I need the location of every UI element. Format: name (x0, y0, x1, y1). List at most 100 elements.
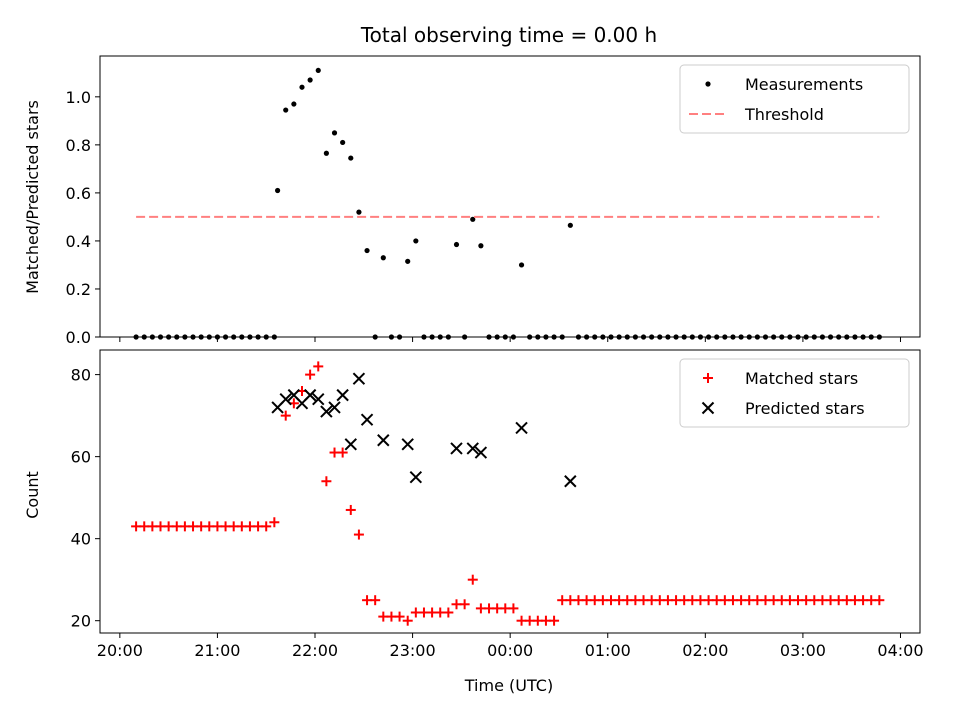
measurement-point (307, 77, 313, 83)
measurement-point (608, 334, 614, 340)
legend-predicted-swatch (701, 401, 715, 415)
measurement-point (779, 334, 785, 340)
top-y-tick-label: 0.0 (66, 328, 91, 347)
predicted-star-point (474, 446, 488, 459)
measurement-point (819, 334, 826, 340)
legend-label: Predicted stars (745, 399, 865, 418)
predicted-star-point (450, 442, 463, 455)
matched-star-point (402, 615, 413, 626)
matched-star-point (321, 476, 332, 487)
measurement-point (722, 334, 728, 340)
top-legend: Measurements Threshold (679, 64, 910, 134)
measurement-point (174, 334, 180, 340)
measurement-point (429, 334, 435, 340)
measurement-point (665, 334, 671, 340)
matched-star-point (305, 369, 316, 380)
measurement-point (206, 334, 212, 340)
matched-star-point (549, 615, 560, 626)
x-stroke-b (336, 388, 349, 402)
measurement-point (551, 334, 557, 340)
measurement-point (478, 243, 484, 249)
predicted-star-point (328, 401, 341, 414)
measurement-point (632, 334, 638, 340)
predicted-star-point (377, 434, 390, 447)
x-tick-label: 00:00 (487, 641, 533, 660)
measurement-point (182, 334, 188, 340)
matched-star-point (313, 361, 324, 372)
x-stroke-b (564, 475, 577, 488)
measurement-point (795, 334, 801, 340)
measurement-point (157, 334, 164, 340)
measurement-point (746, 334, 752, 340)
predicted-star-point (344, 438, 357, 451)
measurement-point (247, 334, 253, 340)
bottom-y-axis-label: Count (23, 471, 42, 519)
x-tick-label: 23:00 (390, 641, 436, 660)
top-panel: 0.0 0.2 0.4 0.6 0.8 1.0 Measurements Threshold (66, 55, 921, 347)
predicted-star-point (279, 393, 292, 406)
top-y-tick-label: 1.0 (66, 88, 91, 107)
matched-star-point (459, 599, 470, 610)
predicted-star-point (409, 470, 423, 484)
measurement-point (291, 101, 297, 107)
measurement-point (340, 139, 346, 146)
measurement-point (827, 334, 834, 340)
measurement-point (494, 334, 500, 340)
measurement-point (803, 334, 809, 340)
measurement-point (730, 334, 736, 340)
x-tick-label: 03:00 (780, 641, 826, 660)
measurement-point (852, 334, 858, 340)
measurement-point (214, 334, 221, 340)
chart-title: Total observing time = 0.00 h (360, 23, 657, 47)
x-stroke-b (344, 438, 357, 451)
predicted-star-point (515, 421, 528, 435)
x-stroke-b (450, 442, 463, 455)
measurement-point (657, 334, 663, 340)
matched-star-point (269, 517, 280, 528)
measurement-point (396, 334, 403, 340)
measurement-point (331, 130, 338, 136)
matched-star-point (353, 529, 364, 540)
measurement-point (421, 334, 427, 340)
measurement-point (263, 334, 269, 340)
measurement-point (413, 238, 419, 244)
x-stroke-b (303, 388, 317, 402)
bottom-y-tick-label: 80 (71, 366, 91, 385)
x-stroke-b (377, 434, 390, 447)
x-stroke-b (287, 388, 301, 402)
measurement-point (133, 334, 139, 340)
predicted-star-point (303, 388, 317, 402)
measurement-point (600, 334, 606, 340)
x-tick-label: 02:00 (682, 641, 728, 660)
matched-star-point (467, 574, 478, 585)
predicted-star-point (320, 405, 333, 418)
bottom-panel: 20:00 21:00 22:00 23:00 00:00 01:00 02:00 03:00… (71, 349, 924, 660)
measurement-point (380, 255, 386, 261)
predicted-star-point (312, 393, 325, 406)
measurement-point (673, 334, 679, 340)
x-tick-label: 04:00 (877, 641, 923, 660)
measurement-point (689, 334, 695, 340)
measurement-point (405, 258, 411, 264)
matched-star-point (370, 595, 381, 606)
measurement-point (527, 334, 533, 340)
x-stroke-b (328, 401, 341, 414)
x-stroke-b (466, 442, 479, 455)
measurement-point (836, 334, 842, 340)
x-tick-label: 21:00 (194, 641, 240, 660)
legend-matched-swatch (703, 373, 713, 383)
measurement-point (616, 334, 622, 340)
legend-measurement-swatch (705, 81, 711, 87)
measurement-point (470, 216, 476, 222)
measurement-point (649, 334, 655, 340)
x-stroke-b (515, 421, 528, 435)
x-stroke-b (474, 446, 488, 459)
measurement-point (754, 334, 760, 340)
bottom-y-tick-label: 20 (71, 612, 91, 631)
measurement-point (510, 334, 517, 340)
measurement-point (762, 334, 769, 340)
matched-star-point (443, 607, 454, 618)
measurement-point (141, 334, 147, 340)
matched-star-point (261, 521, 272, 532)
